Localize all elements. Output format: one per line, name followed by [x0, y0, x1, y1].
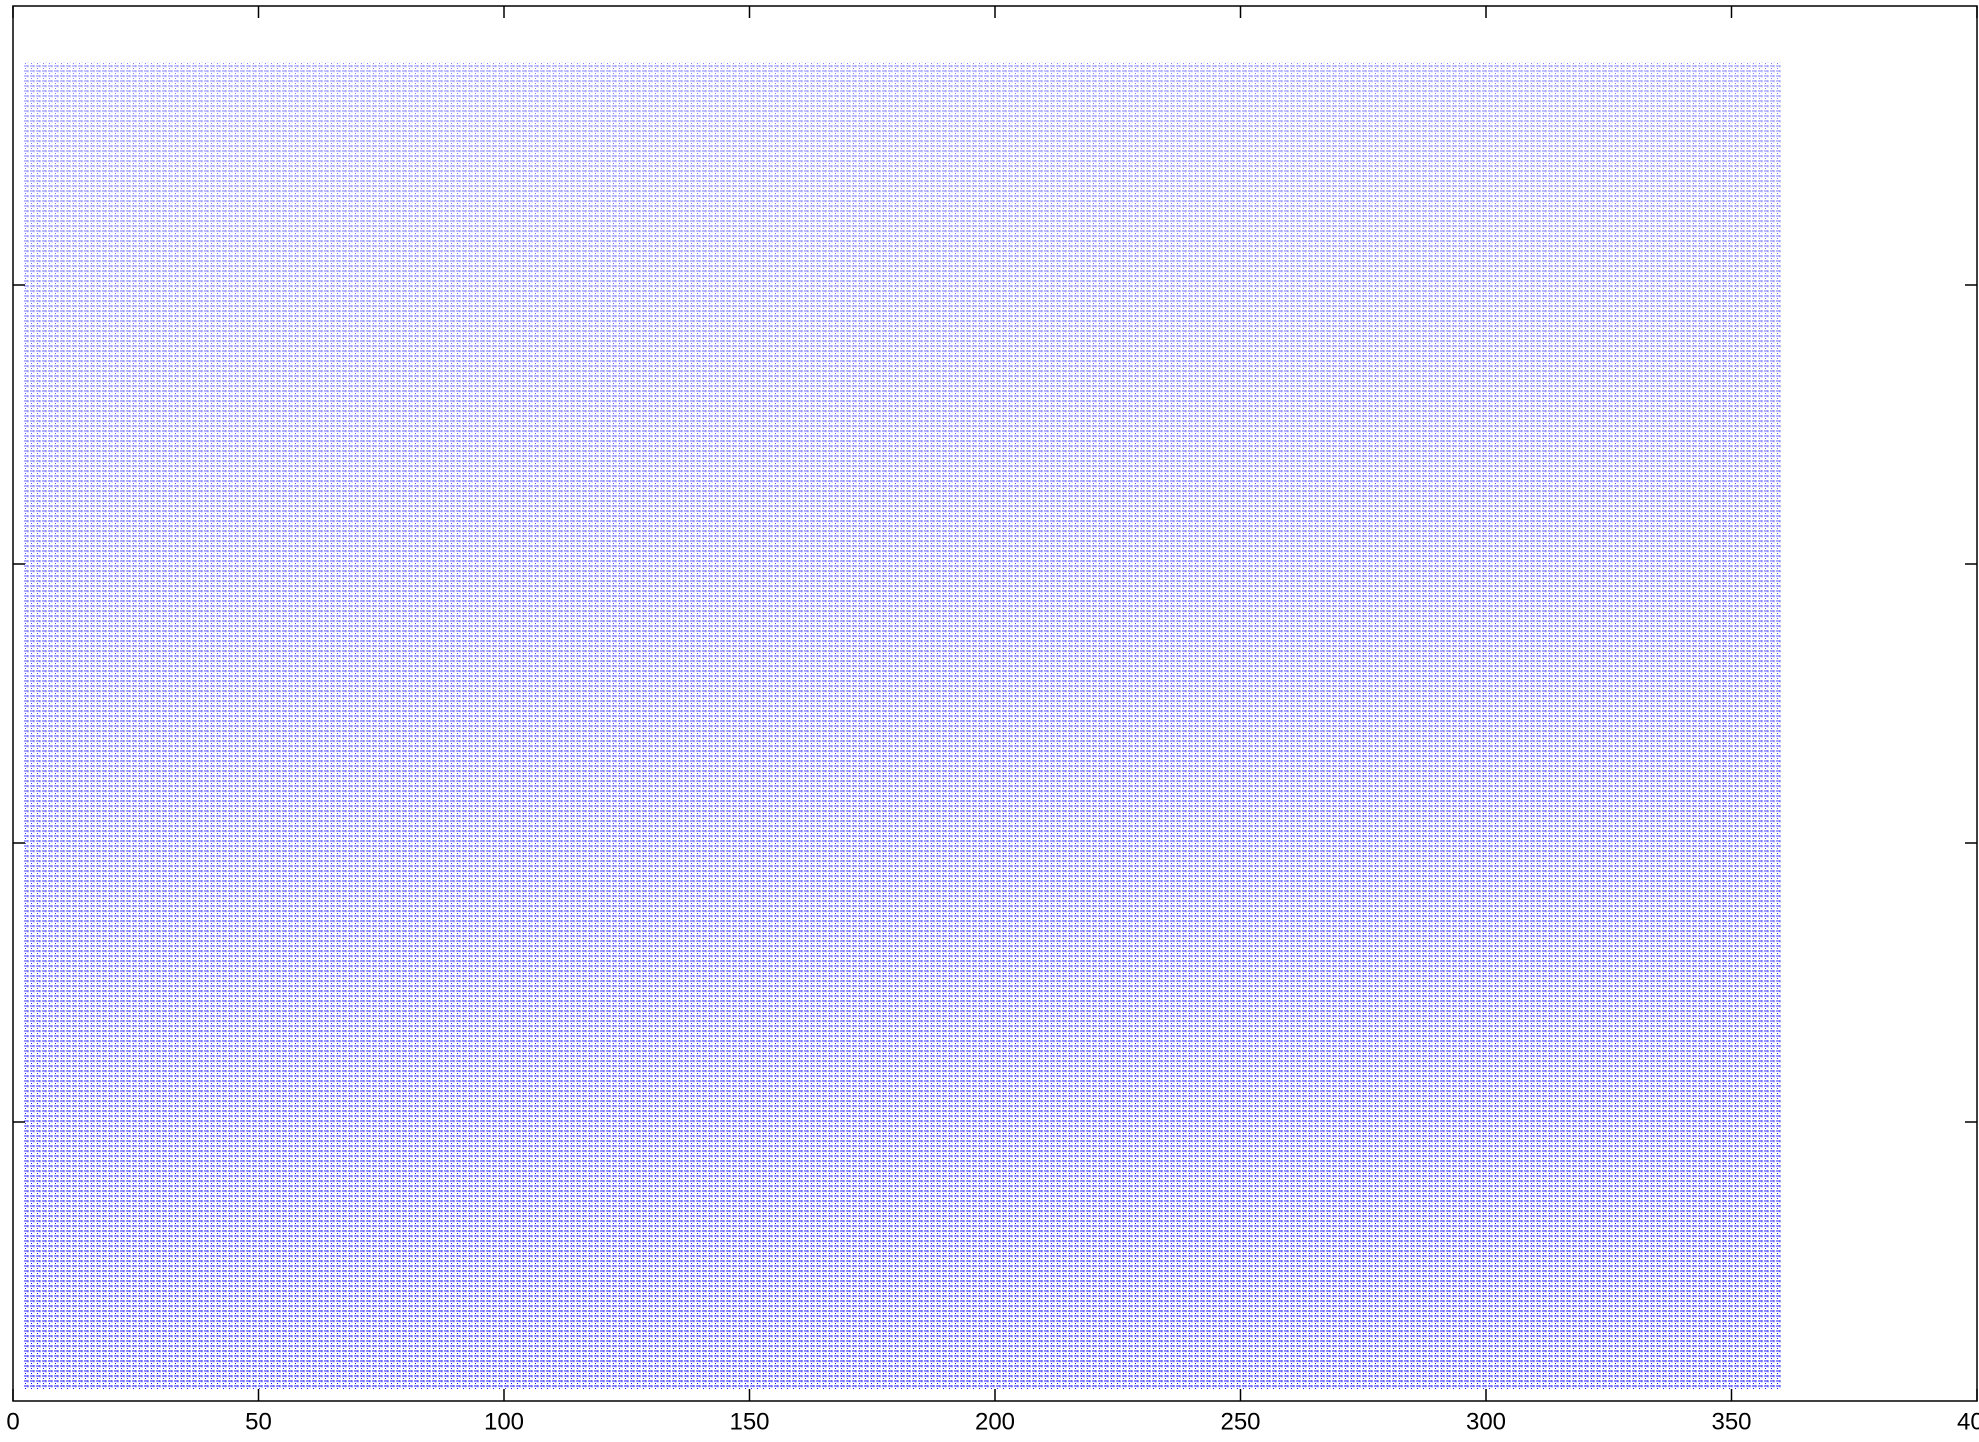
arrow-texture: [23, 62, 1781, 1390]
chart: 0 50 100 150 200 250 300 350 400: [0, 0, 1979, 1442]
x-tick-label: 300: [1466, 1408, 1506, 1435]
x-tick-label: 50: [245, 1408, 272, 1435]
x-tick-label: 200: [975, 1408, 1015, 1435]
x-tick-label: 0: [6, 1408, 19, 1435]
x-tick-label: 150: [729, 1408, 769, 1435]
vector-field: [23, 62, 1781, 1390]
x-tick-label: 400: [1957, 1408, 1979, 1435]
page: 050100150200250300350400 (() => { const …: [0, 0, 1979, 1442]
x-tick-label: 350: [1711, 1408, 1751, 1435]
x-tick-label: 250: [1220, 1408, 1260, 1435]
x-tick-label: 100: [484, 1408, 524, 1435]
